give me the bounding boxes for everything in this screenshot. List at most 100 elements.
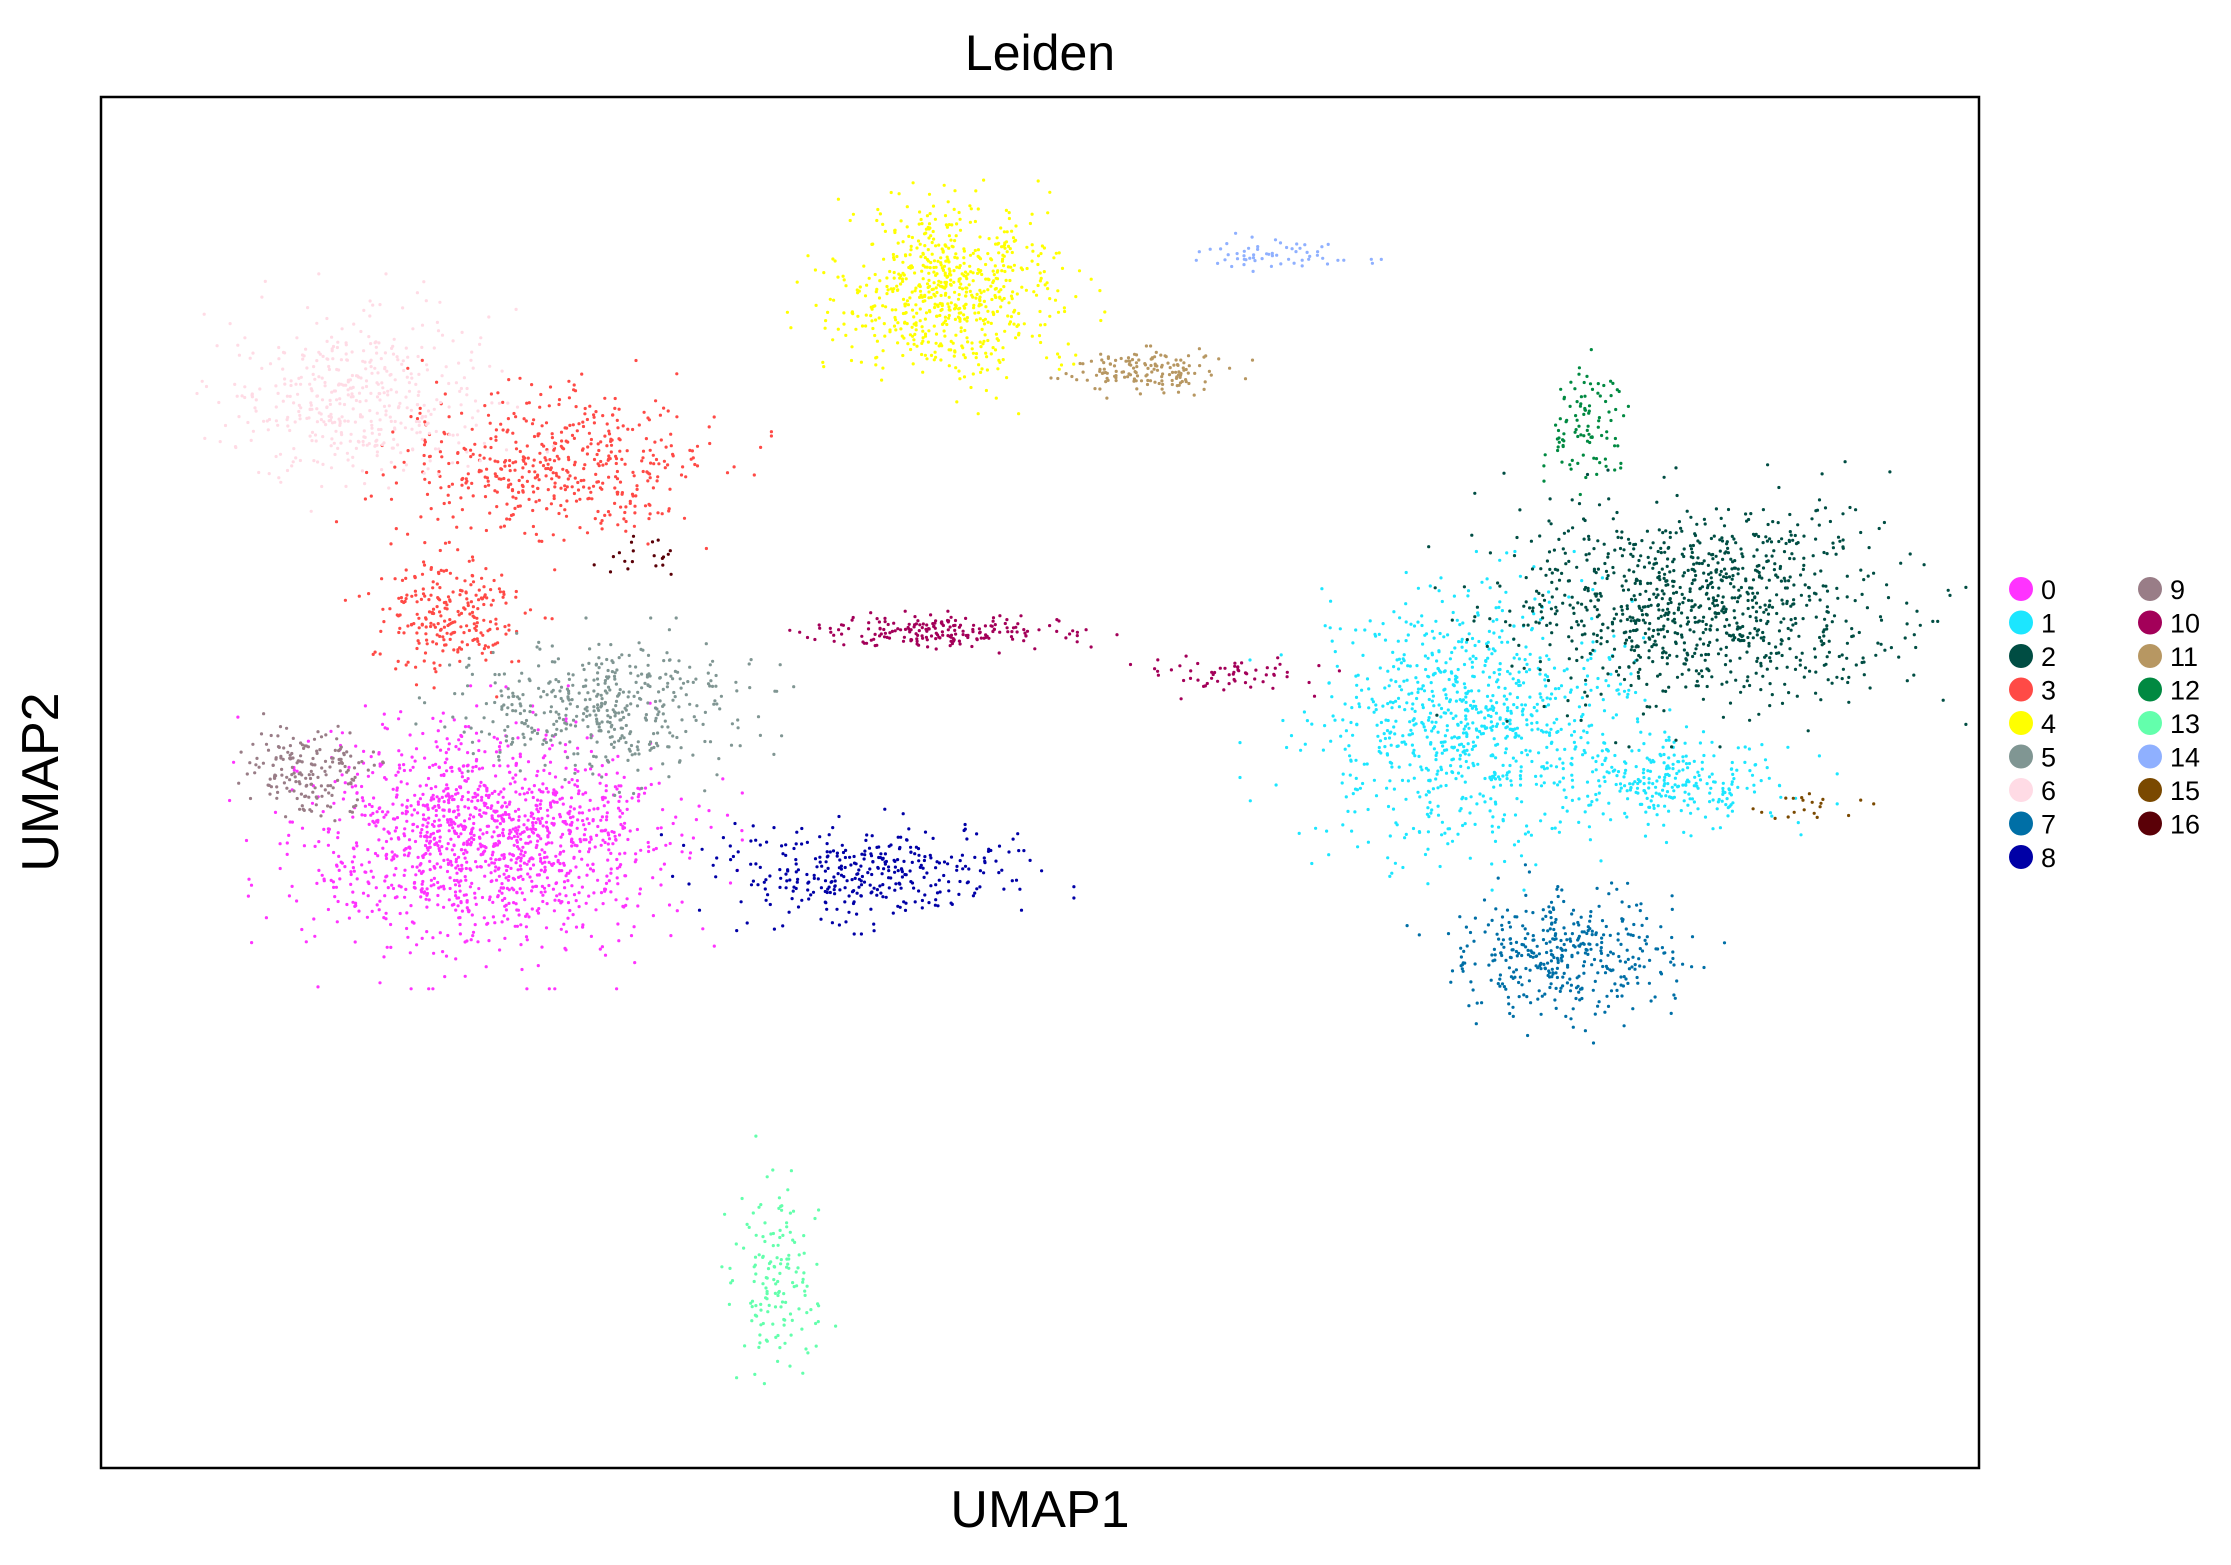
point: [1623, 784, 1627, 788]
point: [1666, 583, 1670, 587]
point: [942, 264, 947, 268]
point: [1556, 729, 1560, 734]
point: [381, 473, 385, 477]
point: [1767, 641, 1771, 646]
point: [1548, 733, 1552, 738]
point: [618, 852, 622, 856]
point: [1418, 795, 1422, 799]
point: [488, 511, 492, 515]
point: [564, 717, 568, 721]
point: [493, 844, 497, 848]
point: [501, 795, 505, 799]
point: [540, 539, 544, 544]
point: [1000, 245, 1004, 249]
point: [880, 378, 884, 382]
point: [1645, 796, 1649, 801]
point: [1476, 611, 1480, 615]
point: [614, 475, 618, 479]
point: [1508, 609, 1512, 613]
point: [507, 623, 511, 627]
point: [493, 869, 497, 873]
point: [1655, 779, 1659, 783]
point: [932, 324, 936, 328]
point: [599, 818, 603, 822]
point: [1504, 726, 1508, 730]
point: [507, 835, 511, 839]
point: [619, 505, 623, 509]
point: [1648, 805, 1652, 810]
point: [570, 778, 574, 782]
point: [1653, 639, 1657, 643]
point: [881, 349, 885, 353]
point: [539, 857, 543, 861]
point: [471, 765, 475, 769]
point: [1632, 619, 1637, 623]
point: [1597, 791, 1601, 795]
point: [496, 814, 501, 818]
point: [1662, 823, 1666, 827]
point: [347, 765, 351, 770]
point: [524, 925, 529, 929]
point: [1813, 572, 1817, 576]
point: [1576, 601, 1580, 605]
point: [570, 844, 574, 848]
point: [1710, 675, 1714, 679]
point: [446, 623, 450, 628]
point: [877, 316, 881, 320]
point: [1513, 549, 1517, 554]
point: [456, 648, 460, 652]
point: [1672, 617, 1676, 621]
point: [1672, 569, 1676, 573]
point: [867, 276, 871, 280]
point: [1662, 778, 1666, 783]
point: [966, 272, 970, 276]
point: [547, 883, 551, 888]
point: [1366, 807, 1370, 812]
point: [527, 915, 531, 919]
point: [1429, 681, 1433, 685]
point: [380, 577, 384, 581]
point: [1613, 548, 1617, 552]
point: [443, 541, 448, 545]
point: [1765, 559, 1769, 564]
point: [475, 637, 479, 641]
point: [519, 837, 523, 841]
point: [1350, 706, 1354, 710]
point: [458, 932, 462, 936]
point: [385, 852, 389, 857]
point: [943, 280, 947, 284]
point: [437, 805, 441, 810]
point: [1791, 623, 1795, 627]
point: [1548, 643, 1552, 647]
point: [1036, 254, 1041, 258]
point: [322, 827, 326, 832]
point: [1704, 579, 1709, 583]
point: [1701, 730, 1706, 734]
point: [1572, 549, 1576, 554]
point: [464, 825, 468, 829]
point: [1001, 358, 1005, 362]
point: [905, 225, 909, 229]
point: [1686, 766, 1690, 770]
point: [1544, 573, 1548, 577]
point: [674, 815, 678, 819]
point: [1491, 724, 1495, 728]
point: [1583, 810, 1587, 814]
point: [1708, 607, 1712, 611]
point: [603, 953, 608, 957]
point: [1474, 549, 1478, 554]
point: [1661, 689, 1665, 693]
point: [993, 348, 998, 352]
point: [1577, 502, 1582, 506]
point: [522, 854, 526, 858]
point: [984, 305, 988, 309]
point: [585, 873, 589, 877]
point: [364, 870, 368, 874]
point: [1664, 773, 1668, 777]
point: [1386, 856, 1390, 860]
point: [517, 815, 521, 819]
point: [538, 821, 542, 825]
point: [570, 485, 574, 489]
point: [1328, 626, 1332, 630]
point: [1727, 787, 1731, 791]
